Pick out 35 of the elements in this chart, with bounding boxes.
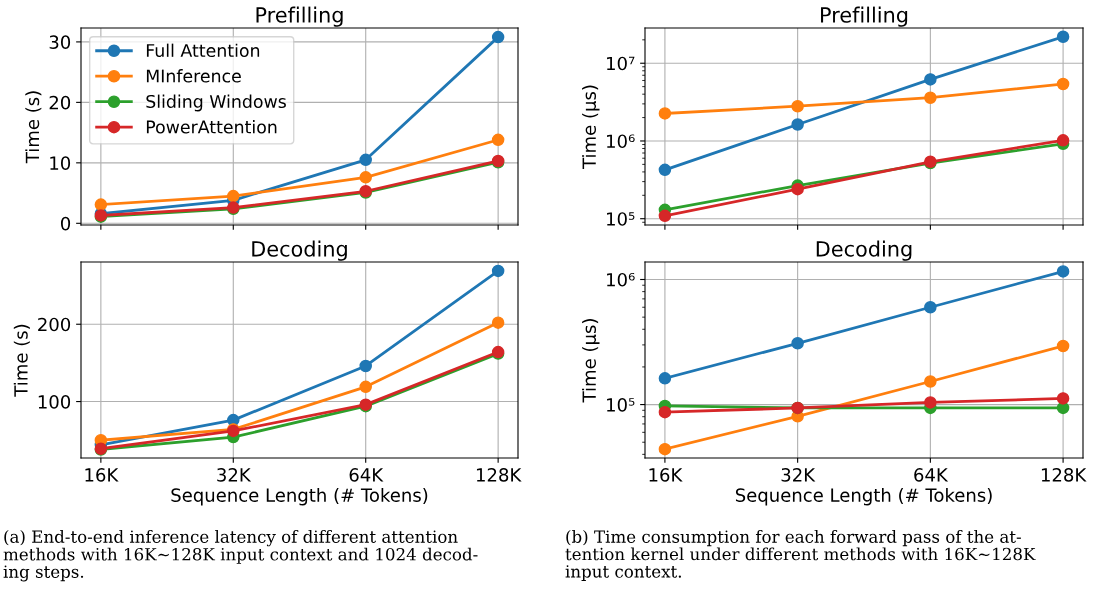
x-tick-label: 64K xyxy=(914,468,949,482)
y-tick-label: 10⁵ xyxy=(607,212,635,226)
x-tick-label: 32K xyxy=(781,468,816,482)
x-axis-title: Sequence Length (# Tokens) xyxy=(735,487,992,506)
x-tick-label: 64K xyxy=(349,468,384,482)
y-tick-label: 20 xyxy=(49,95,71,110)
legend-label: Full Attention xyxy=(146,43,260,58)
y-tick-label: 10⁵ xyxy=(607,398,635,412)
y-tick-label: 10⁷ xyxy=(607,56,635,71)
y-axis-title: Time (s) xyxy=(13,324,30,397)
x-tick-label: 16K xyxy=(649,468,683,482)
chart-title: Decoding xyxy=(252,240,347,261)
y-axis-title: Time (µs) xyxy=(582,319,600,403)
y-tick-label: 0 xyxy=(60,216,71,231)
x-tick-label: 128K xyxy=(476,468,522,482)
y-tick-label: 10 xyxy=(50,156,71,170)
y-tick-label: 200 xyxy=(38,317,71,332)
y-tick-label: 30 xyxy=(49,35,71,50)
y-axis-title: Time (s) xyxy=(25,91,42,164)
legend-label: PowerAttention xyxy=(146,120,277,134)
chart-title: Prefilling xyxy=(821,6,908,27)
legend-label: MInference xyxy=(146,69,241,83)
chart-title: Prefilling xyxy=(256,6,343,27)
text: (b) Time consumption for each forward pass of the at- tention kernel under different methods with 16K∼128K input context. xyxy=(565,530,1036,581)
x-tick-label: 32K xyxy=(217,468,252,482)
x-axis-title: Sequence Length (# Tokens) xyxy=(171,487,428,506)
y-tick-label: 10⁶ xyxy=(607,134,635,149)
y-axis-title: Time (µs) xyxy=(582,85,600,169)
legend-label: Sliding Windows xyxy=(146,94,286,112)
x-tick-label: 16K xyxy=(85,468,119,482)
y-tick-label: 10⁶ xyxy=(607,272,635,287)
text: (a) End-to-end inference latency of different attention methods with 16K∼128K input context and 1024 decod- ing steps. xyxy=(3,530,478,582)
chart-title: Decoding xyxy=(816,240,912,261)
y-tick-label: 100 xyxy=(38,395,71,409)
x-tick-label: 128K xyxy=(1041,468,1087,482)
